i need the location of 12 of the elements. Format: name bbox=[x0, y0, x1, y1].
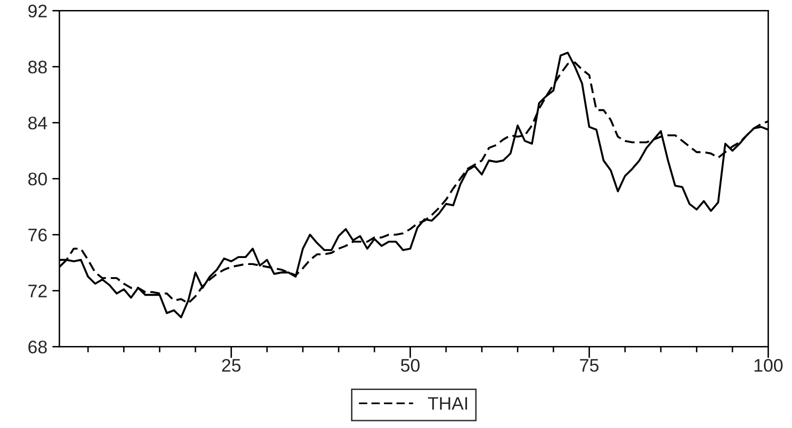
y-tick-label: 68 bbox=[28, 340, 47, 354]
x-tick-label: 50 bbox=[400, 358, 420, 372]
y-tick-label: 92 bbox=[28, 4, 47, 18]
legend-label: THAI bbox=[428, 397, 468, 410]
x-tick-label: 100 bbox=[754, 358, 783, 372]
y-tick-label: 80 bbox=[28, 172, 47, 186]
y-tick-label: 76 bbox=[28, 228, 47, 242]
y-tick-label: 88 bbox=[28, 60, 47, 74]
x-tick-label: 25 bbox=[222, 358, 241, 372]
y-tick-label: 72 bbox=[28, 284, 47, 298]
y-tick-label: 84 bbox=[28, 116, 48, 130]
x-tick-label: 75 bbox=[580, 359, 599, 372]
